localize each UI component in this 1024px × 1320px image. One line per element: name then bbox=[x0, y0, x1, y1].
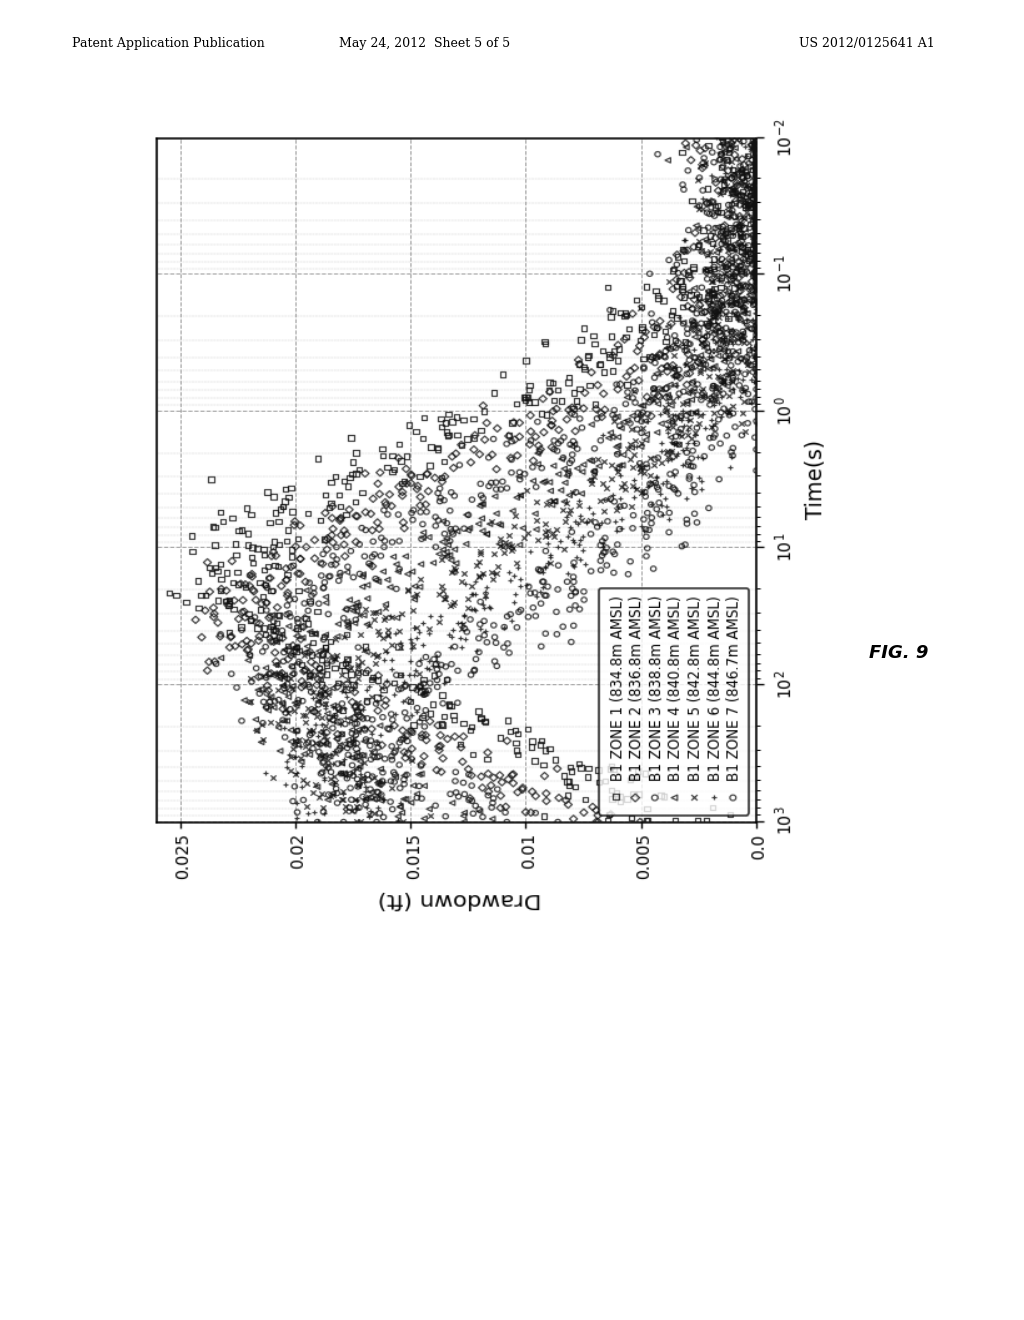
Text: US 2012/0125641 A1: US 2012/0125641 A1 bbox=[799, 37, 935, 50]
Text: Patent Application Publication: Patent Application Publication bbox=[72, 37, 264, 50]
Text: May 24, 2012  Sheet 5 of 5: May 24, 2012 Sheet 5 of 5 bbox=[339, 37, 511, 50]
Text: FIG. 9: FIG. 9 bbox=[869, 644, 929, 663]
